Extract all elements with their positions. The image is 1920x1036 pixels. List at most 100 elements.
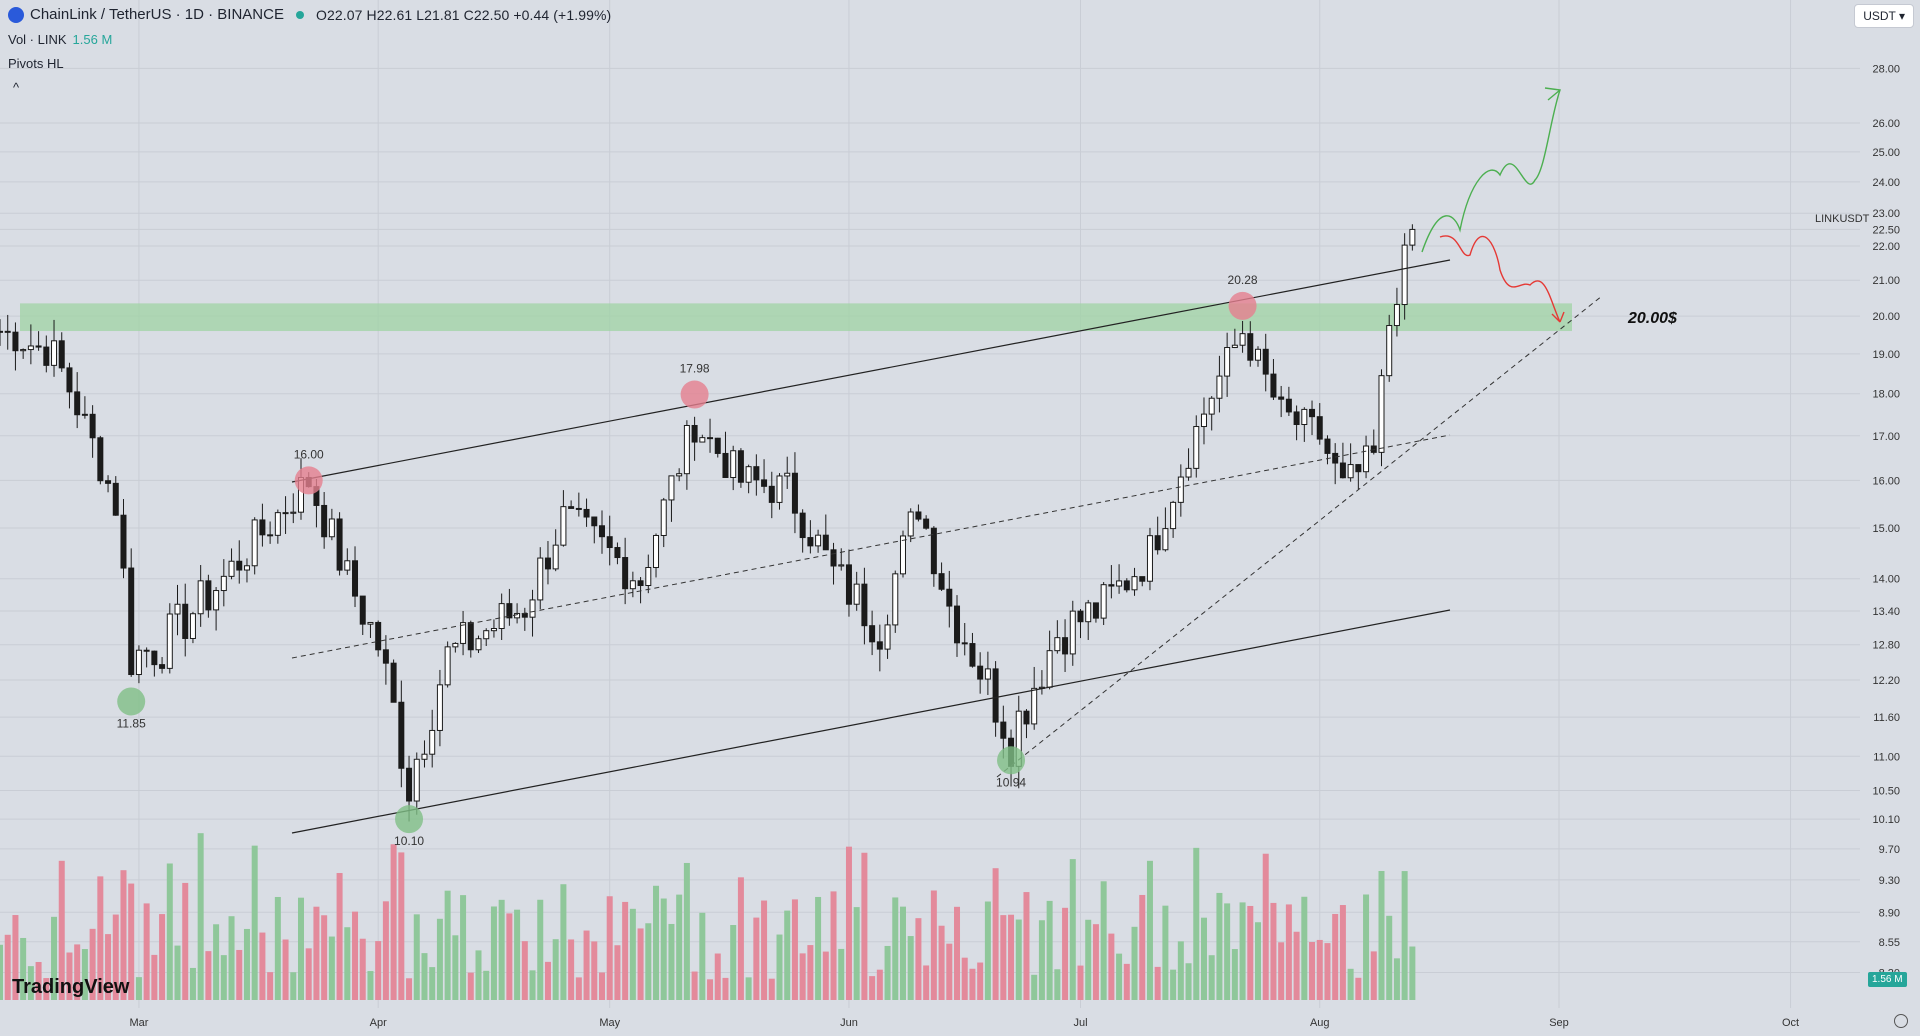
- volume-bar: [4, 934, 11, 1000]
- candle-body: [861, 583, 868, 627]
- volume-bar: [1108, 933, 1115, 1000]
- volume-bar: [498, 899, 505, 1000]
- volume-bar: [205, 951, 212, 1000]
- candle-body: [382, 649, 389, 664]
- candle-body: [259, 519, 266, 536]
- candle-body: [336, 518, 343, 571]
- mid-channel-line: [291, 434, 1451, 659]
- volume-bar: [1278, 942, 1285, 1000]
- pivot-circle: [680, 380, 709, 409]
- volume-bar: [1270, 902, 1277, 1000]
- symbol-title[interactable]: ChainLink / TetherUS · 1D · BINANCE: [30, 6, 284, 23]
- currency-selector[interactable]: USDT ▾: [1854, 4, 1914, 28]
- price-tick-label: 24.00: [1872, 177, 1900, 189]
- candle-body: [4, 330, 11, 333]
- candle-body: [375, 621, 382, 651]
- volume-bar: [1324, 943, 1331, 1000]
- time-tick-label: Oct: [1782, 1017, 1799, 1029]
- price-tick-label: 9.70: [1879, 844, 1900, 856]
- candle-body: [977, 665, 984, 680]
- price-tick-label: 11.60: [1873, 712, 1900, 724]
- candle-body: [1162, 528, 1169, 551]
- candle-body: [174, 603, 181, 615]
- volume-bar: [274, 896, 281, 1000]
- collapse-chevron-icon[interactable]: ^: [13, 80, 20, 95]
- candle-body: [1154, 535, 1161, 551]
- volume-legend[interactable]: Vol · LINK 1.56 M: [8, 32, 112, 47]
- volume-bar: [622, 901, 629, 1000]
- candle-body: [938, 573, 945, 590]
- volume-bar: [568, 939, 575, 1000]
- volume-bar: [97, 876, 104, 1000]
- volume-bar: [753, 917, 760, 1000]
- candle-body: [1177, 476, 1184, 503]
- volume-bar: [1092, 924, 1099, 1000]
- candle-body: [483, 630, 490, 640]
- volume-bar: [128, 883, 135, 1000]
- candle-body: [220, 575, 227, 592]
- candle-body: [1031, 687, 1038, 725]
- candle-body: [1000, 721, 1007, 739]
- candle-body: [1293, 411, 1300, 426]
- volume-bar: [1208, 955, 1215, 1000]
- candle-body: [768, 485, 775, 503]
- volume-bar: [529, 970, 536, 1000]
- volume-bar: [290, 972, 297, 1000]
- volume-bar: [336, 873, 343, 1000]
- candle-body: [730, 450, 737, 478]
- candle-body: [406, 767, 413, 802]
- volume-bar: [1054, 969, 1061, 1000]
- candle-body: [514, 612, 521, 619]
- time-tick-label: Aug: [1310, 1017, 1330, 1029]
- volume-bar: [1363, 894, 1370, 1000]
- volume-bar: [1116, 953, 1123, 1000]
- candle-body: [498, 603, 505, 629]
- pivots-legend[interactable]: Pivots HL: [8, 56, 64, 71]
- candle-body: [761, 479, 768, 487]
- volume-bar: [483, 970, 490, 1000]
- candle-body: [1023, 710, 1030, 725]
- volume-bar: [1409, 946, 1416, 1000]
- price-tick-label: 8.90: [1879, 907, 1900, 919]
- volume-bar: [699, 912, 706, 1000]
- pivot-label: 10.10: [394, 834, 424, 848]
- volume-bar: [884, 945, 891, 1000]
- volume-bar: [1262, 853, 1269, 1000]
- settings-icon[interactable]: [1894, 1014, 1908, 1028]
- candle-body: [228, 560, 235, 577]
- candle-body: [622, 557, 629, 590]
- candle-body: [660, 499, 667, 536]
- candle-body: [791, 472, 798, 514]
- volume-bar: [737, 877, 744, 1000]
- volume-bar: [1224, 903, 1231, 1000]
- candlesticks: [0, 224, 1416, 822]
- volume-bar: [382, 901, 389, 1000]
- volume-bar: [267, 972, 274, 1000]
- candle-body: [1332, 452, 1339, 464]
- volume-bar: [992, 868, 999, 1000]
- volume-bar: [421, 953, 428, 1000]
- price-tick-label: 10.10: [1872, 814, 1900, 826]
- candle-body: [745, 466, 752, 483]
- candle-body: [1108, 584, 1115, 587]
- volume-bar: [660, 898, 667, 1000]
- rising-support-line: [996, 295, 1603, 778]
- volume-value: 1.56 M: [72, 32, 113, 47]
- volume-bar: [406, 978, 413, 1000]
- candle-body: [753, 466, 760, 481]
- candle-body: [676, 473, 683, 477]
- volume-bar: [691, 971, 698, 1000]
- candle-body: [568, 506, 575, 509]
- time-tick-label: Sep: [1549, 1017, 1569, 1029]
- candle-body: [1355, 464, 1362, 473]
- candle-body: [460, 622, 467, 644]
- volume-bar: [352, 911, 359, 1000]
- lower-channel-line: [291, 609, 1451, 834]
- chainlink-logo-icon: [8, 6, 24, 23]
- candle-body: [853, 583, 860, 605]
- volume-bar: [869, 976, 876, 1000]
- volume-bar: [745, 977, 752, 1000]
- candle-body: [1224, 347, 1231, 377]
- volume-bar: [1200, 917, 1207, 1000]
